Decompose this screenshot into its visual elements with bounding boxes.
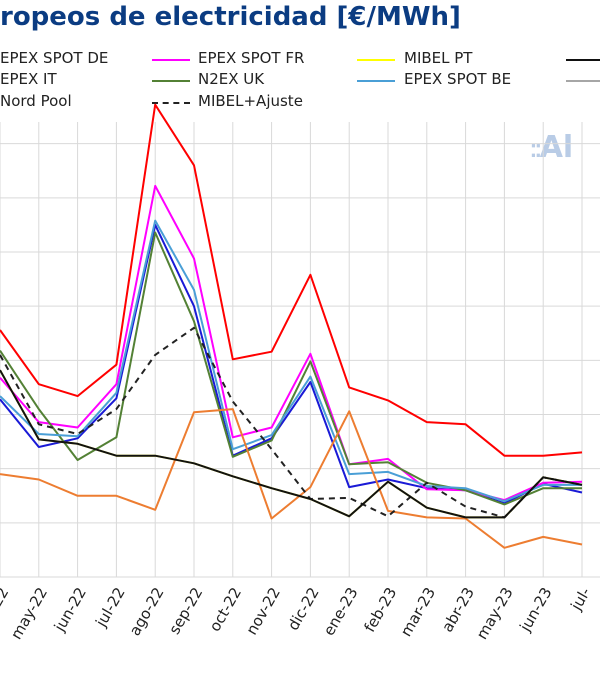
legend-entry-nord-pool: Nord Pool: [0, 92, 72, 110]
series-line-nord-pool: [0, 408, 583, 549]
series-line-n2ex-uk: [0, 231, 582, 506]
x-tick-label: jun-22: [50, 584, 90, 635]
legend-entry-epex-it: EPEX IT: [0, 70, 57, 88]
x-tick-label: may-23: [473, 584, 517, 642]
x-tick-label: sep-22: [165, 584, 206, 637]
x-tick-label: ago-22: [126, 584, 168, 639]
legend-swatch-mibel-es: [566, 59, 600, 61]
series-line-epex-spot-be: [0, 219, 582, 503]
legend-entry-mibel-ajuste: MIBEL+Ajuste: [198, 92, 303, 110]
brand-logo: ⁚⁚Al: [530, 130, 573, 165]
logo-text: Al: [539, 130, 574, 165]
legend-swatch-epex-spot-fr: [152, 59, 190, 61]
legend-swatch-extra: [566, 80, 600, 82]
series-line-mibel-ajuste: [0, 326, 583, 519]
x-tick-label: ene-23: [320, 584, 362, 638]
x-tick-label: may-22: [7, 584, 51, 642]
legend-entry-mibel-pt: MIBEL PT: [404, 49, 473, 67]
legend-swatch-n2ex-uk: [152, 80, 190, 82]
series-line-epex-it: [0, 103, 583, 457]
x-tick-label: jul-: [567, 584, 595, 614]
x-tick-label: jun-23: [516, 584, 556, 635]
x-tick-label: feb-23: [361, 584, 401, 635]
legend-entry-epex-spot-be: EPEX SPOT BE: [404, 70, 512, 88]
chart-series-lines: [0, 103, 583, 549]
x-tick-label: jul-22: [92, 584, 129, 631]
chart-grid: [0, 122, 600, 578]
x-tick-label: nov-22: [243, 584, 284, 638]
x-tick-label: oct-22: [206, 584, 245, 634]
logo-dots-icon: ⁚⁚: [530, 141, 542, 162]
legend-entry-epex-spot-fr: EPEX SPOT FR: [198, 49, 305, 67]
legend-entry-epex-spot-de: EPEX SPOT DE: [0, 49, 109, 67]
x-tick-label: dic-22: [284, 584, 323, 633]
x-tick-label: br-22: [0, 584, 12, 627]
x-tick-label: mar-23: [397, 584, 439, 639]
legend-swatch-mibel-pt: [357, 59, 395, 61]
series-line-mibel-es: [0, 369, 583, 519]
legend-swatch-mibel-ajuste: [152, 102, 190, 104]
chart-title: ropeos de electricidad [€/MWh]: [0, 2, 461, 32]
x-tick-label: abr-23: [438, 584, 478, 635]
series-line-epex-spot-de: [0, 223, 583, 505]
legend-swatch-epex-spot-be: [357, 80, 395, 82]
series-line-epex-spot-fr: [0, 184, 583, 502]
legend-entry-n2ex-uk: N2EX UK: [198, 70, 265, 88]
